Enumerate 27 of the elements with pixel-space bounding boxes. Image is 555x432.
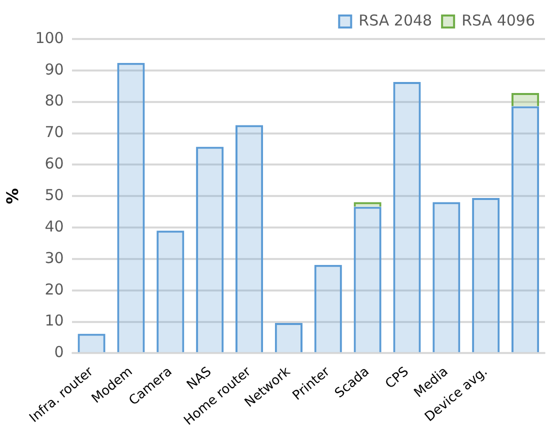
y-tick-label: 10: [44, 312, 64, 330]
y-tick-label: 100: [35, 28, 64, 47]
bar: [274, 323, 302, 352]
y-tick-label: 50: [44, 186, 64, 204]
y-tick-label: 80: [44, 92, 64, 110]
y-tick-label: 90: [44, 60, 64, 78]
bar: [235, 125, 264, 352]
bar: [196, 146, 224, 352]
y-tick-label: 20: [44, 280, 64, 298]
legend-label: RSA 2048: [358, 11, 432, 30]
bar: [156, 230, 184, 352]
bar: [117, 62, 145, 352]
legend-label: RSA 4096: [462, 11, 536, 30]
y-tick-label: 30: [44, 248, 64, 267]
bar: [354, 202, 382, 207]
y-tick-label: 70: [44, 123, 64, 142]
y-axis-title: %: [2, 188, 22, 204]
bar: [78, 334, 106, 352]
y-tick-label: 60: [44, 154, 64, 173]
bar: [511, 93, 540, 106]
bar: [432, 202, 460, 352]
bar: [472, 198, 500, 352]
x-tick-label: CPS: [382, 364, 412, 392]
bar: [314, 264, 342, 352]
y-tick-label: 0: [54, 343, 64, 362]
bar: [393, 82, 421, 352]
y-tick-label: 40: [44, 217, 64, 236]
